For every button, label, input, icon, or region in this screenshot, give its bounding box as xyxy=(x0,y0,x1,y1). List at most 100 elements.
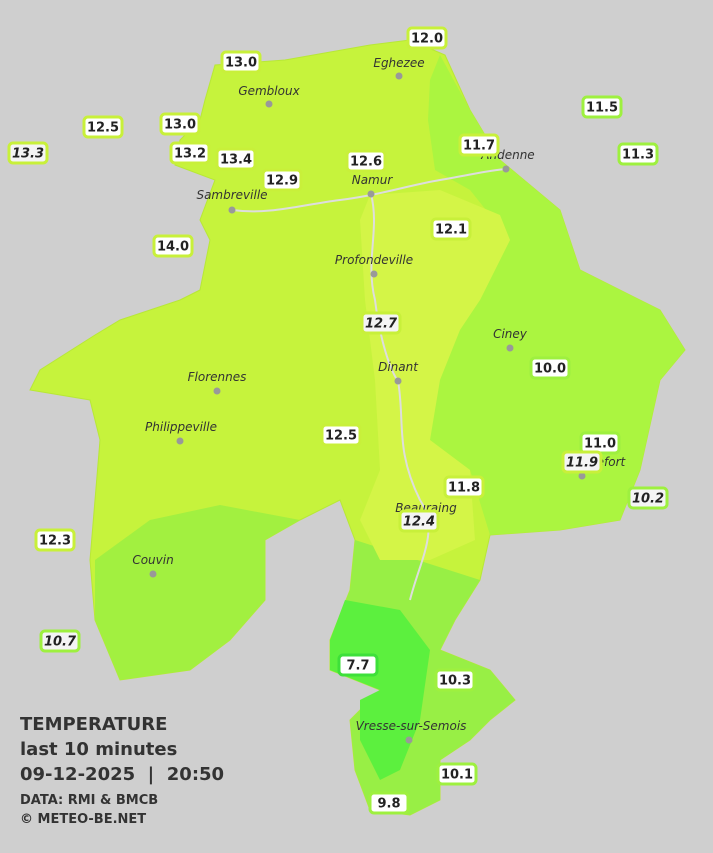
station: 13.0 xyxy=(159,112,201,136)
city-dot xyxy=(394,377,402,385)
station-box xyxy=(443,475,485,499)
station-value: 12.5 xyxy=(325,429,357,444)
station-value: 12.9 xyxy=(266,174,298,189)
station-value: 11.3 xyxy=(622,148,654,163)
station: 10.1 xyxy=(436,762,478,786)
station: 12.4 xyxy=(398,509,440,533)
station-box xyxy=(337,653,379,677)
station-box xyxy=(436,762,478,786)
city-label: Ciney xyxy=(493,327,528,341)
station-value: 12.4 xyxy=(403,515,435,530)
station-box xyxy=(617,142,659,166)
station-value: 12.5 xyxy=(87,121,119,136)
station-value: 11.5 xyxy=(586,101,618,116)
station-box xyxy=(261,168,303,192)
city-label: Sambreville xyxy=(196,188,267,202)
station-box xyxy=(152,234,194,258)
station: 13.0 xyxy=(220,50,262,74)
subtitle: last 10 minutes xyxy=(20,739,177,760)
station: 12.9 xyxy=(261,168,303,192)
station-box xyxy=(581,95,623,119)
station-value: 12.1 xyxy=(435,223,467,238)
station-box xyxy=(627,486,669,510)
station-box xyxy=(82,115,124,139)
city-label: Eghezee xyxy=(373,56,424,70)
station: 12.0 xyxy=(406,26,448,50)
station-box xyxy=(529,356,571,380)
station-box xyxy=(39,629,81,653)
station: 11.7 xyxy=(458,133,500,157)
city-dot xyxy=(502,165,510,173)
station: 12.1 xyxy=(430,217,472,241)
station: 13.4 xyxy=(215,147,257,171)
station-box xyxy=(360,311,402,335)
station: 12.5 xyxy=(82,115,124,139)
station-value: 13.2 xyxy=(174,147,206,162)
city-label: Philippeville xyxy=(145,420,217,434)
city-dot xyxy=(405,736,413,744)
station: 10.0 xyxy=(529,356,571,380)
station-box xyxy=(220,50,262,74)
station: 7.7 xyxy=(337,653,379,677)
city-dot xyxy=(149,570,157,578)
city-dot xyxy=(228,206,236,214)
station-value: 13.3 xyxy=(12,147,44,162)
station: 9.8 xyxy=(368,791,410,815)
city-dot xyxy=(370,270,378,278)
source: DATA: RMI & BMCB xyxy=(20,793,158,808)
station: 14.0 xyxy=(152,234,194,258)
station-box xyxy=(345,149,387,173)
zone-east xyxy=(428,55,685,535)
zone-center xyxy=(360,190,510,560)
station-box xyxy=(215,147,257,171)
city-dot xyxy=(506,344,514,352)
city-label: Gembloux xyxy=(238,84,300,98)
station-box xyxy=(458,133,500,157)
station: 11.9 xyxy=(561,450,603,474)
station-value: 10.2 xyxy=(632,492,664,507)
station-value: 11.8 xyxy=(448,481,480,496)
city-label: Dinant xyxy=(378,360,419,374)
station-value: 12.3 xyxy=(39,534,71,549)
city-label: Vresse-sur-Semois xyxy=(356,719,467,733)
city-dot xyxy=(213,387,221,395)
station-value: 13.0 xyxy=(164,118,196,133)
station: 12.7 xyxy=(360,311,402,335)
station-value: 11.0 xyxy=(584,437,616,452)
station: 12.5 xyxy=(320,423,362,447)
station-value: 13.4 xyxy=(220,153,252,168)
zone-southwest xyxy=(95,505,300,680)
timestamp: 09-12-2025 | 20:50 xyxy=(20,764,224,785)
station-value: 13.0 xyxy=(225,56,257,71)
station-value: 11.7 xyxy=(463,139,495,154)
station-box xyxy=(7,141,49,165)
station: 11.8 xyxy=(443,475,485,499)
station-value: 10.0 xyxy=(534,362,566,377)
station-box xyxy=(34,528,76,552)
station-box xyxy=(561,450,603,474)
station: 11.5 xyxy=(581,95,623,119)
station: 13.3 xyxy=(7,141,49,165)
station: 11.0 xyxy=(579,431,621,455)
title: TEMPERATURE xyxy=(20,714,167,735)
station-box xyxy=(430,217,472,241)
station-value: 11.9 xyxy=(566,456,598,471)
station-value: 12.6 xyxy=(350,155,382,170)
city-label: Florennes xyxy=(188,370,247,384)
station-box xyxy=(368,791,410,815)
station-value: 9.8 xyxy=(377,797,400,812)
city-dot xyxy=(176,437,184,445)
station-value: 12.0 xyxy=(411,32,443,47)
city-dot xyxy=(265,100,273,108)
copyright: © METEO-BE.NET xyxy=(20,812,146,827)
city-label: Namur xyxy=(352,173,394,187)
city-dot xyxy=(578,472,586,480)
station: 12.6 xyxy=(345,149,387,173)
station: 12.3 xyxy=(34,528,76,552)
city-dot xyxy=(367,190,375,198)
station-box xyxy=(320,423,362,447)
station-box xyxy=(398,509,440,533)
station: 10.7 xyxy=(39,629,81,653)
station-value: 7.7 xyxy=(346,659,369,674)
